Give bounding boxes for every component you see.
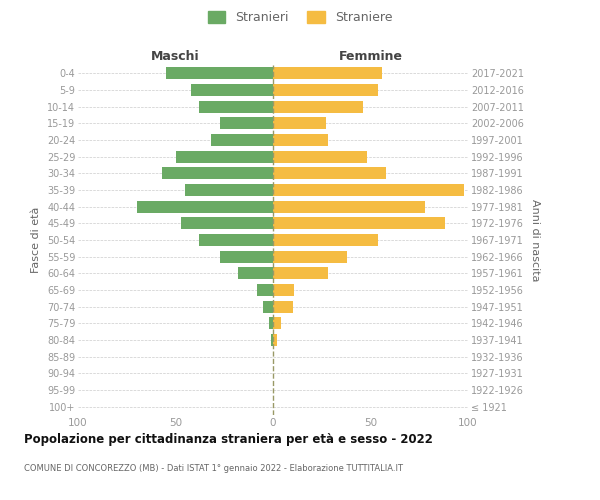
Bar	[257, 284, 273, 296]
Bar	[273, 168, 386, 179]
Bar	[137, 200, 273, 212]
Bar	[273, 218, 445, 230]
Legend: Stranieri, Straniere: Stranieri, Straniere	[203, 6, 397, 29]
Bar	[273, 150, 367, 162]
Bar	[269, 318, 273, 330]
Bar	[273, 200, 425, 212]
Bar	[273, 100, 362, 112]
Y-axis label: Anni di nascita: Anni di nascita	[530, 198, 541, 281]
Text: Popolazione per cittadinanza straniera per età e sesso - 2022: Popolazione per cittadinanza straniera p…	[24, 432, 433, 446]
Bar	[273, 334, 277, 346]
Bar	[199, 234, 273, 246]
Bar	[273, 318, 281, 330]
Bar	[273, 234, 379, 246]
Bar	[273, 118, 326, 130]
Bar	[273, 250, 347, 262]
Bar	[273, 184, 464, 196]
Text: Femmine: Femmine	[338, 50, 403, 62]
Bar	[273, 68, 382, 80]
Bar	[176, 150, 273, 162]
Bar	[191, 84, 273, 96]
Bar	[273, 300, 293, 312]
Bar	[181, 218, 273, 230]
Bar	[220, 118, 273, 130]
Bar	[211, 134, 273, 146]
Bar	[273, 134, 328, 146]
Bar	[263, 300, 273, 312]
Text: Maschi: Maschi	[151, 50, 200, 62]
Y-axis label: Fasce di età: Fasce di età	[31, 207, 41, 273]
Bar	[238, 268, 273, 280]
Bar	[271, 334, 273, 346]
Bar	[273, 84, 379, 96]
Text: COMUNE DI CONCOREZZO (MB) - Dati ISTAT 1° gennaio 2022 - Elaborazione TUTTITALIA: COMUNE DI CONCOREZZO (MB) - Dati ISTAT 1…	[24, 464, 403, 473]
Bar	[185, 184, 273, 196]
Bar	[199, 100, 273, 112]
Bar	[273, 268, 328, 280]
Bar	[166, 68, 273, 80]
Bar	[273, 284, 295, 296]
Bar	[162, 168, 273, 179]
Bar	[220, 250, 273, 262]
